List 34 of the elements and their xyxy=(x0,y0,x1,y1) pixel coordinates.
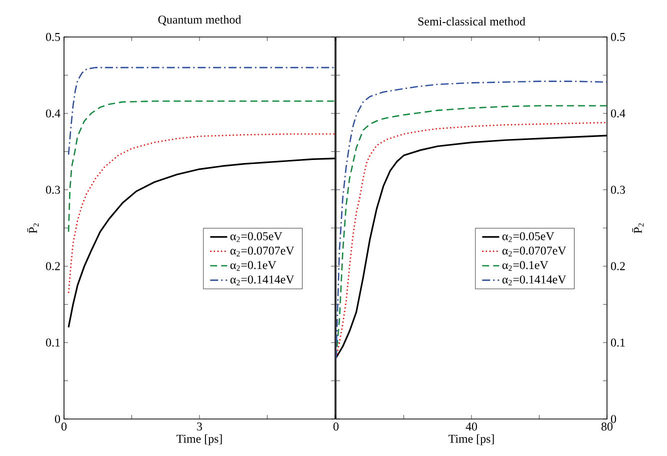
line-series xyxy=(68,66,336,156)
y-axis-title: P̄$_{2}$ xyxy=(632,223,644,234)
y-tick-label: 0 xyxy=(54,414,60,424)
y-tick-label: 0.3 xyxy=(610,186,626,194)
x-tick-label: 80 xyxy=(601,422,613,431)
chart-title: Semi-classical method xyxy=(418,17,526,26)
y-tick-label: 0 xyxy=(610,414,616,424)
y-axis-title: P̄$_{2}$ xyxy=(27,223,39,234)
y-tick-label: 0.4 xyxy=(46,109,60,118)
x-tick-label: 0 xyxy=(61,422,67,431)
legend-label: α$_{2}$=0.0707eV xyxy=(230,246,294,256)
y-tick-label: 0.1 xyxy=(46,338,60,347)
legend-label: α$_{2}$=0.1eV xyxy=(230,261,276,271)
y-tick-label: 0.5 xyxy=(46,32,60,42)
legend-label: α$_{2}$=0.0707eV xyxy=(502,246,566,256)
legend-label: α$_{2}$=0.05eV xyxy=(502,232,554,242)
x-axis-title: Time [ps] xyxy=(176,434,222,446)
x-axis-title: Time [ps] xyxy=(448,434,494,446)
y-tick-label: 0.5 xyxy=(610,32,626,42)
legend-label: α$_{2}$=0.1414eV xyxy=(230,275,294,286)
y-tick-label: 0.2 xyxy=(46,262,60,270)
legend-label: α$_{2}$=0.1414eV xyxy=(502,275,566,286)
y-tick-label: 0.1 xyxy=(610,338,625,347)
y-tick-label: 0.2 xyxy=(610,262,625,270)
legend-label: α$_{2}$=0.1eV xyxy=(502,261,548,271)
x-tick-label: 3 xyxy=(197,422,202,431)
y-tick-label: 0.4 xyxy=(610,109,626,118)
chart-title: Quantum method xyxy=(158,15,242,26)
legend-label: α$_{2}$=0.05eV xyxy=(230,232,282,242)
x-tick-label: 40 xyxy=(466,422,478,431)
line-series xyxy=(68,100,336,232)
y-tick-label: 0.3 xyxy=(46,186,60,194)
x-tick-label: 0 xyxy=(333,422,339,431)
line-series xyxy=(68,133,336,294)
